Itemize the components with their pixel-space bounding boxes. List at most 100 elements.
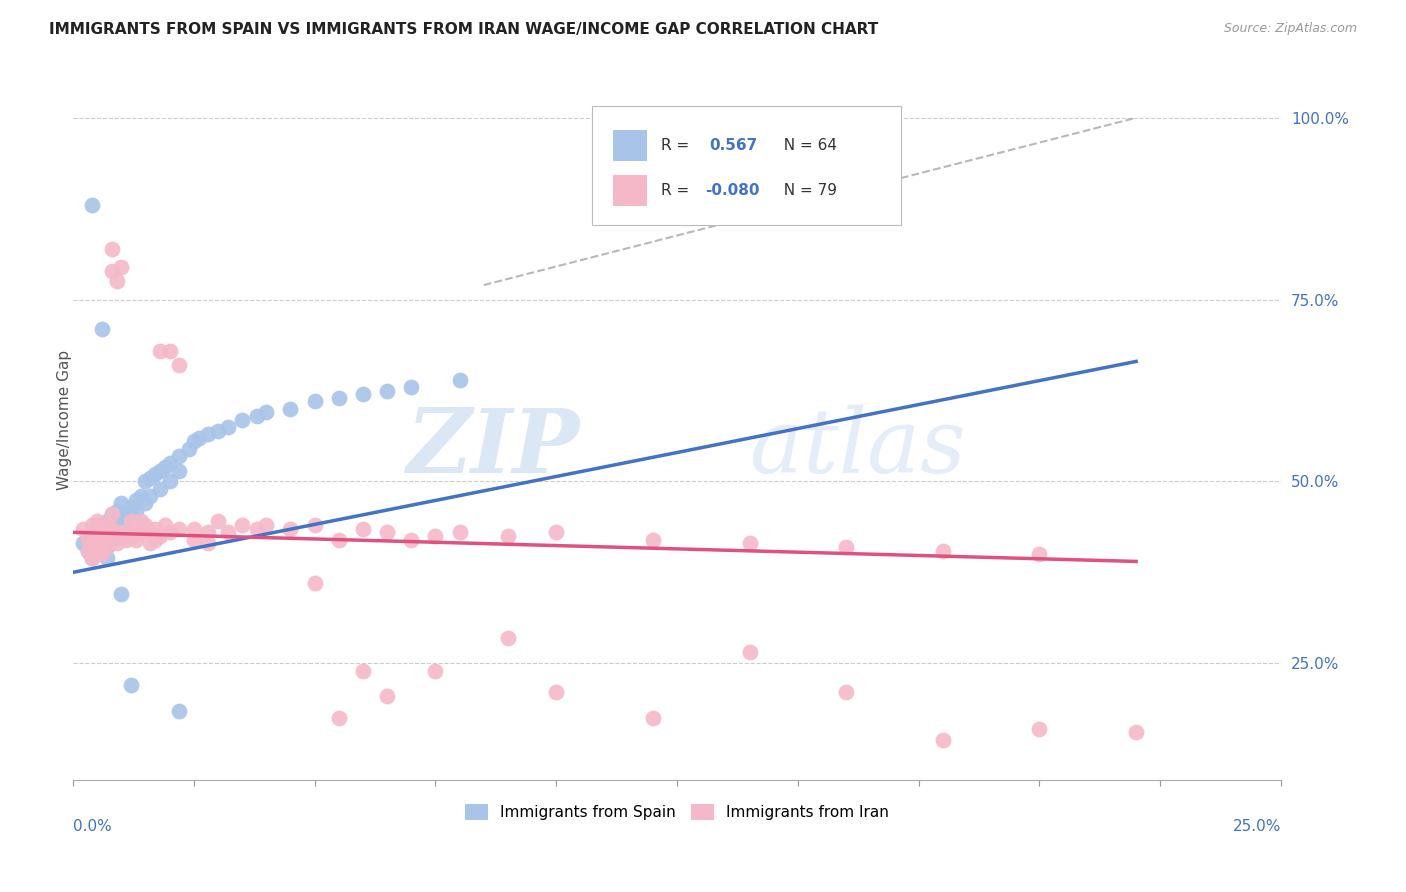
Point bbox=[129, 525, 152, 540]
Point bbox=[207, 424, 229, 438]
Point bbox=[86, 515, 108, 529]
Point bbox=[110, 525, 132, 540]
Point bbox=[86, 547, 108, 561]
Point bbox=[139, 489, 162, 503]
Bar bbox=[613, 130, 647, 161]
Point bbox=[125, 503, 148, 517]
Point bbox=[217, 420, 239, 434]
Point bbox=[120, 678, 142, 692]
Point bbox=[105, 503, 128, 517]
Point bbox=[96, 529, 118, 543]
Point bbox=[100, 522, 122, 536]
Point bbox=[72, 536, 94, 550]
Text: ZIP: ZIP bbox=[406, 405, 581, 491]
Text: 0.567: 0.567 bbox=[710, 138, 758, 153]
Point bbox=[149, 529, 172, 543]
Point bbox=[82, 550, 104, 565]
Point bbox=[425, 664, 447, 678]
Point bbox=[352, 522, 374, 536]
Point bbox=[96, 540, 118, 554]
Point bbox=[328, 711, 350, 725]
Point bbox=[159, 456, 181, 470]
Point bbox=[231, 518, 253, 533]
Point bbox=[149, 482, 172, 496]
Point bbox=[91, 321, 114, 335]
Point bbox=[100, 522, 122, 536]
Point bbox=[153, 459, 176, 474]
Point bbox=[139, 525, 162, 540]
Point bbox=[125, 533, 148, 547]
Point bbox=[328, 533, 350, 547]
Point bbox=[159, 343, 181, 358]
Point bbox=[86, 533, 108, 547]
Point bbox=[207, 515, 229, 529]
Point bbox=[76, 543, 98, 558]
Point bbox=[304, 576, 326, 591]
Point bbox=[153, 518, 176, 533]
Point bbox=[134, 496, 156, 510]
Point bbox=[110, 587, 132, 601]
Point bbox=[91, 525, 114, 540]
Point bbox=[932, 543, 955, 558]
Point bbox=[1125, 725, 1147, 739]
Point bbox=[280, 522, 302, 536]
Point bbox=[100, 507, 122, 521]
Point bbox=[449, 525, 471, 540]
Point bbox=[139, 471, 162, 485]
Point bbox=[100, 263, 122, 277]
Point bbox=[835, 685, 858, 699]
Point bbox=[125, 518, 148, 533]
Text: N = 79: N = 79 bbox=[773, 183, 837, 198]
Point bbox=[100, 242, 122, 256]
Point bbox=[120, 510, 142, 524]
Point bbox=[738, 536, 761, 550]
Point bbox=[105, 274, 128, 288]
Point bbox=[129, 489, 152, 503]
Text: R =: R = bbox=[661, 138, 699, 153]
Point bbox=[835, 540, 858, 554]
Text: 0.0%: 0.0% bbox=[73, 819, 111, 834]
Point bbox=[82, 536, 104, 550]
Point bbox=[82, 518, 104, 533]
FancyBboxPatch shape bbox=[592, 106, 901, 225]
Point bbox=[91, 547, 114, 561]
Point bbox=[159, 475, 181, 489]
Point bbox=[82, 525, 104, 540]
Point bbox=[401, 380, 423, 394]
Point bbox=[197, 536, 219, 550]
Point bbox=[496, 631, 519, 645]
Point bbox=[96, 550, 118, 565]
Point bbox=[932, 732, 955, 747]
Point bbox=[496, 529, 519, 543]
Point bbox=[280, 401, 302, 416]
Point bbox=[641, 711, 664, 725]
Point bbox=[105, 536, 128, 550]
Point bbox=[82, 540, 104, 554]
Point bbox=[425, 529, 447, 543]
Point bbox=[110, 515, 132, 529]
Point bbox=[96, 529, 118, 543]
Bar bbox=[613, 175, 647, 206]
Text: -0.080: -0.080 bbox=[704, 183, 759, 198]
Point bbox=[91, 536, 114, 550]
Point bbox=[304, 518, 326, 533]
Point bbox=[231, 412, 253, 426]
Point bbox=[105, 518, 128, 533]
Point bbox=[125, 492, 148, 507]
Text: Source: ZipAtlas.com: Source: ZipAtlas.com bbox=[1223, 22, 1357, 36]
Point bbox=[96, 515, 118, 529]
Point bbox=[197, 427, 219, 442]
Point bbox=[120, 515, 142, 529]
Point bbox=[169, 463, 191, 477]
Point bbox=[197, 525, 219, 540]
Point bbox=[115, 533, 138, 547]
Point bbox=[86, 529, 108, 543]
Point bbox=[105, 529, 128, 543]
Point bbox=[100, 533, 122, 547]
Point bbox=[110, 260, 132, 274]
Point bbox=[72, 522, 94, 536]
Text: atlas: atlas bbox=[749, 405, 966, 491]
Point bbox=[115, 518, 138, 533]
Point bbox=[449, 373, 471, 387]
Point bbox=[91, 536, 114, 550]
